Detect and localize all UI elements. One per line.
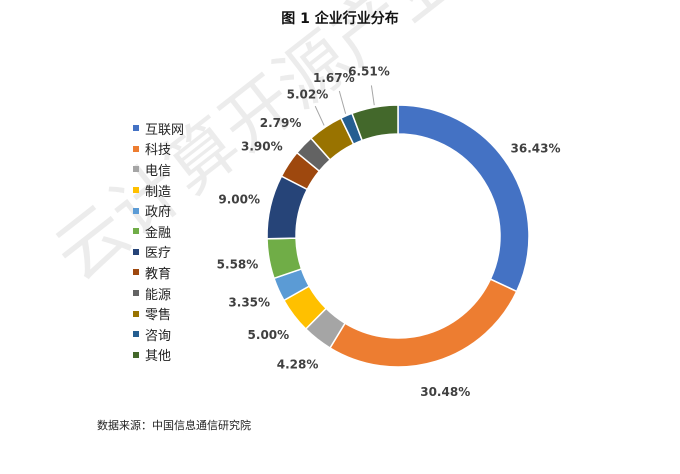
legend-item: 医疗 [133,242,184,263]
legend-label: 政府 [145,205,172,221]
legend-swatch [133,125,139,132]
leader-line [314,105,325,126]
legend-item: 制造 [133,180,184,201]
legend-swatch [133,331,139,338]
legend-swatch [133,290,139,297]
legend-swatch [133,228,139,235]
legend-label: 其他 [145,349,172,365]
legend-swatch [133,351,139,358]
legend-item: 零售 [133,303,184,324]
legend-label: 制造 [145,184,172,200]
slice-科技 [328,278,518,368]
source-note: 数据来源：中国信息通信研究院 [97,419,251,432]
leader-line [370,85,375,106]
data-label: 6.51% [348,65,390,79]
data-label: 1.67% [313,71,355,85]
legend-swatch [133,248,139,255]
legend-label: 医疗 [145,246,172,262]
legend-swatch [133,207,139,214]
legend-item: 互联网 [133,118,184,139]
legend-swatch [133,187,139,194]
data-label: 30.48% [420,385,470,399]
legend-swatch [133,166,139,173]
leader-line [338,90,347,114]
data-label: 3.90% [241,139,283,153]
data-label: 5.02% [287,87,329,101]
slice-互联网 [397,104,530,293]
data-label: 9.00% [218,192,260,206]
legend-item: 其他 [133,345,184,366]
legend-item: 电信 [133,159,184,180]
data-label: 4.28% [277,357,319,371]
legend-swatch [133,310,139,317]
data-label: 3.35% [228,296,270,310]
legend-item: 教育 [133,262,184,283]
chart-title: 图 1 企业行业分布 [281,11,399,27]
legend-label: 教育 [145,266,172,282]
legend-item: 科技 [133,139,184,160]
legend-label: 咨询 [145,328,172,344]
legend-item: 政府 [133,200,184,221]
legend-label: 电信 [145,163,172,179]
data-label: 5.00% [248,328,290,342]
legend-swatch [133,145,139,152]
slice-其他 [351,104,399,142]
data-label: 5.58% [217,257,259,271]
legend-label: 能源 [145,287,172,303]
data-label: 36.43% [511,141,561,155]
legend-label: 金融 [145,225,172,241]
legend-label: 科技 [145,143,172,159]
legend-swatch [133,269,139,276]
legend-item: 能源 [133,283,184,304]
data-label: 2.79% [260,116,302,130]
legend-label: 零售 [145,308,172,324]
legend-label: 互联网 [145,122,185,138]
legend-item: 金融 [133,221,184,242]
legend-item: 咨询 [133,324,184,345]
legend: 互联网科技电信制造政府金融医疗教育能源零售咨询其他 [133,118,184,365]
